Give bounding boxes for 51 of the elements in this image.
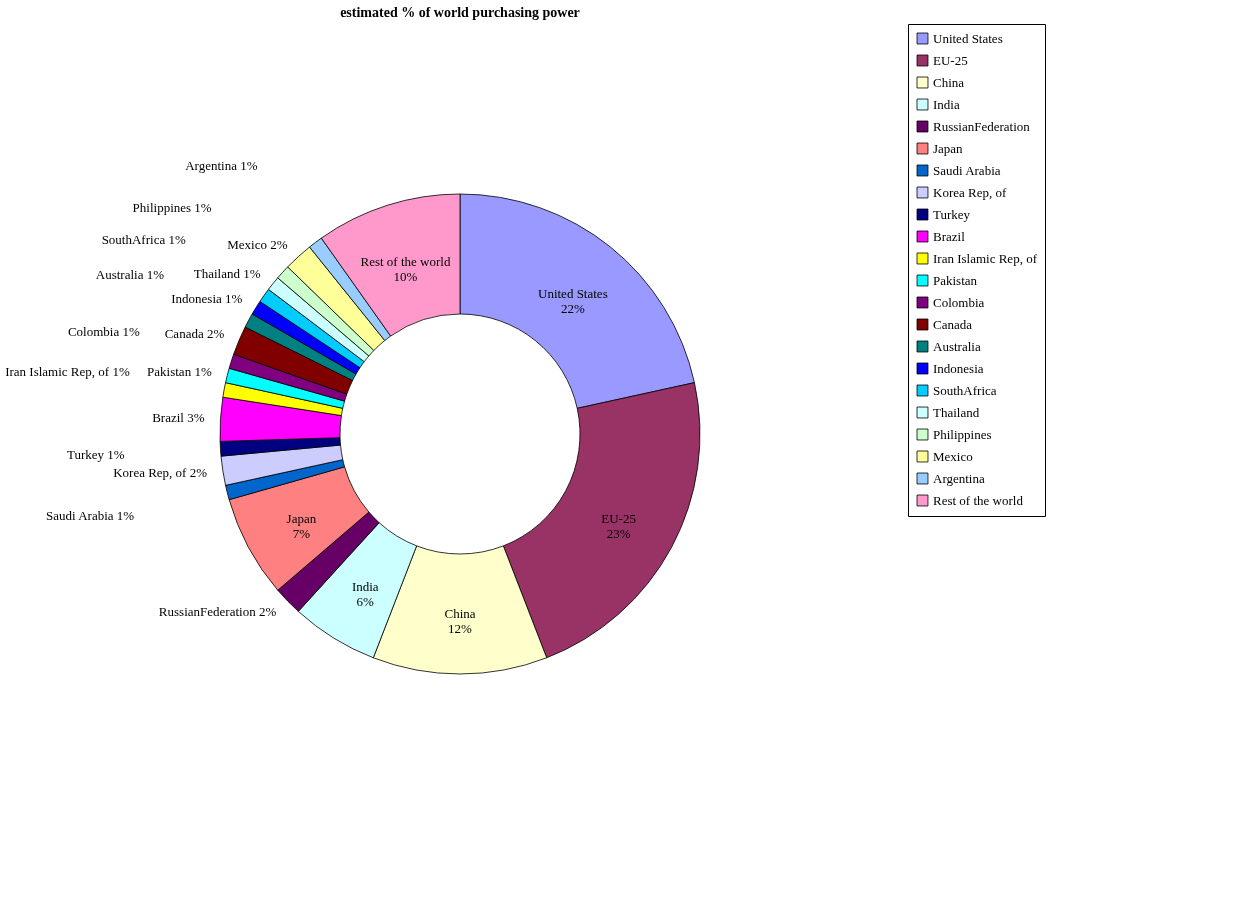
legend-label: Indonesia [933, 360, 984, 376]
slice-label: Japan [286, 511, 317, 527]
data-label: 23% [606, 526, 631, 542]
legend-label: Brazil [933, 228, 966, 244]
legend-label: United States [933, 30, 1003, 46]
category-label: Iran Islamic Rep, of 1% [5, 364, 130, 380]
legend-label: Australia [933, 338, 981, 354]
category-label: Thailand 1% [193, 265, 261, 281]
legend-label: Philippines [933, 426, 992, 442]
data-label: 12% [448, 621, 473, 636]
slice-label: EU-25 [601, 511, 636, 527]
legend-label: Argentina [933, 470, 985, 486]
legend-label: EU-25 [933, 52, 968, 68]
slice-label: Rest of the world [360, 254, 451, 270]
category-label: Mexico 2% [227, 236, 288, 252]
legend-label: Iran Islamic Rep, of [933, 250, 1038, 266]
data-label: 6% [356, 594, 375, 610]
legend-label: Japan [933, 140, 964, 156]
category-label: Argentina 1% [185, 157, 258, 173]
slice-label: India [351, 579, 379, 595]
data-label: 7% [292, 526, 311, 542]
legend-label: Thailand [933, 404, 980, 420]
chart-title: estimated % of world purchasing power [340, 4, 580, 20]
category-label: Saudi Arabia 1% [46, 507, 135, 523]
category-label: Colombia 1% [67, 324, 140, 340]
legend-label: Korea Rep, of [933, 184, 1007, 200]
slice-label: United States [538, 285, 608, 301]
legend-label: Mexico [933, 448, 973, 464]
category-label: Philippines 1% [132, 199, 212, 215]
category-label: RussianFederation 2% [158, 604, 277, 620]
category-label: Turkey 1% [66, 446, 125, 462]
legend-label: Rest of the world [933, 492, 1024, 508]
legend-label: Canada [933, 316, 973, 332]
legend-label: RussianFederation [933, 118, 1031, 134]
legend-label: Pakistan [933, 272, 978, 288]
data-label: 10% [393, 269, 418, 285]
category-label: Brazil 3% [152, 410, 205, 426]
category-label: Korea Rep, of 2% [113, 465, 208, 481]
category-label: SouthAfrica 1% [101, 231, 186, 247]
category-label: Pakistan 1% [147, 363, 212, 379]
legend-label: India [933, 96, 960, 112]
legend-label: Saudi Arabia [933, 162, 1001, 178]
slice-label: China [444, 606, 476, 621]
category-label: Australia 1% [95, 267, 164, 283]
legend-label: China [933, 74, 965, 90]
data-label: 22% [560, 300, 585, 316]
category-label: Indonesia 1% [171, 291, 243, 307]
legend-label: Colombia [933, 294, 985, 310]
category-label: Canada 2% [164, 326, 225, 342]
legend-label: SouthAfrica [933, 382, 997, 398]
legend-label: Turkey [933, 206, 971, 222]
